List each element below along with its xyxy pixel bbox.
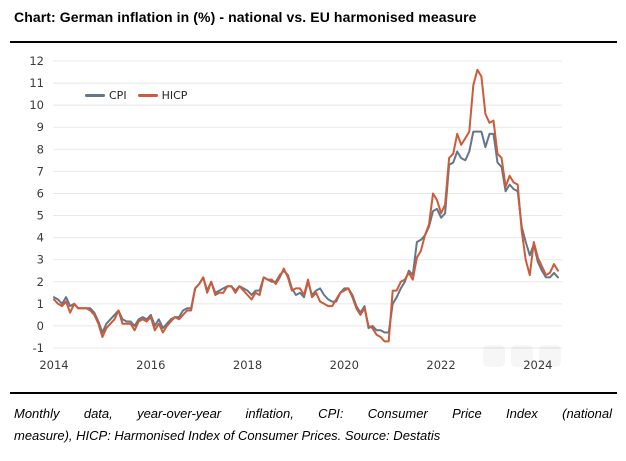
x-axis-tick-label: 2016 — [136, 358, 165, 372]
series-line-cpi — [53, 130, 559, 334]
footnote: Monthly data, year-over-year inflation, … — [14, 403, 612, 447]
legend-item-hicp: HICP — [137, 89, 188, 102]
x-axis-tick-label: 2014 — [39, 358, 68, 372]
legend-label-hicp: HICP — [161, 89, 188, 102]
x-axis-tick-label: 2024 — [523, 358, 552, 372]
footnote-line1: Monthly data, year-over-year inflation, … — [14, 406, 612, 421]
footnote-line2: measure), HICP: Harmonised Index of Cons… — [14, 428, 441, 443]
y-axis-tick-label: 4 — [37, 231, 44, 245]
y-axis-tick-label: -1 — [33, 341, 44, 355]
x-axis-tick-label: 2020 — [330, 358, 359, 372]
chart-legend: CPI HICP — [85, 89, 187, 102]
y-axis-tick-label: 10 — [29, 98, 44, 112]
y-axis-tick-label: 3 — [37, 253, 44, 267]
watermark-icon — [483, 345, 505, 367]
y-axis-tick-label: 11 — [29, 76, 44, 90]
bottom-divider — [10, 392, 617, 394]
chart-title: Chart: German inflation in (%) - nationa… — [14, 9, 477, 25]
y-axis-tick-label: 9 — [37, 120, 44, 134]
y-axis-tick-label: 7 — [37, 164, 44, 178]
y-axis-tick-label: 8 — [37, 142, 44, 156]
legend-label-cpi: CPI — [109, 89, 127, 102]
y-axis-tick-label: 6 — [37, 186, 44, 200]
y-axis-tick-label: 0 — [37, 319, 44, 333]
series-line-hicp — [53, 68, 559, 343]
watermark-icon — [511, 345, 533, 367]
top-divider — [10, 41, 617, 43]
y-axis-tick-label: 1 — [37, 297, 44, 311]
legend-item-cpi: CPI — [85, 89, 127, 102]
y-axis-tick-label: 5 — [37, 209, 44, 223]
x-axis-tick-label: 2022 — [426, 358, 455, 372]
y-axis-tick-label: 12 — [29, 54, 44, 68]
watermark-icons — [483, 345, 561, 367]
watermark-icon — [539, 345, 561, 367]
hicp-line-swatch — [137, 94, 158, 97]
x-axis-tick-label: 2018 — [233, 358, 262, 372]
cpi-line-swatch — [85, 94, 105, 97]
y-axis-tick-label: 2 — [37, 275, 44, 289]
